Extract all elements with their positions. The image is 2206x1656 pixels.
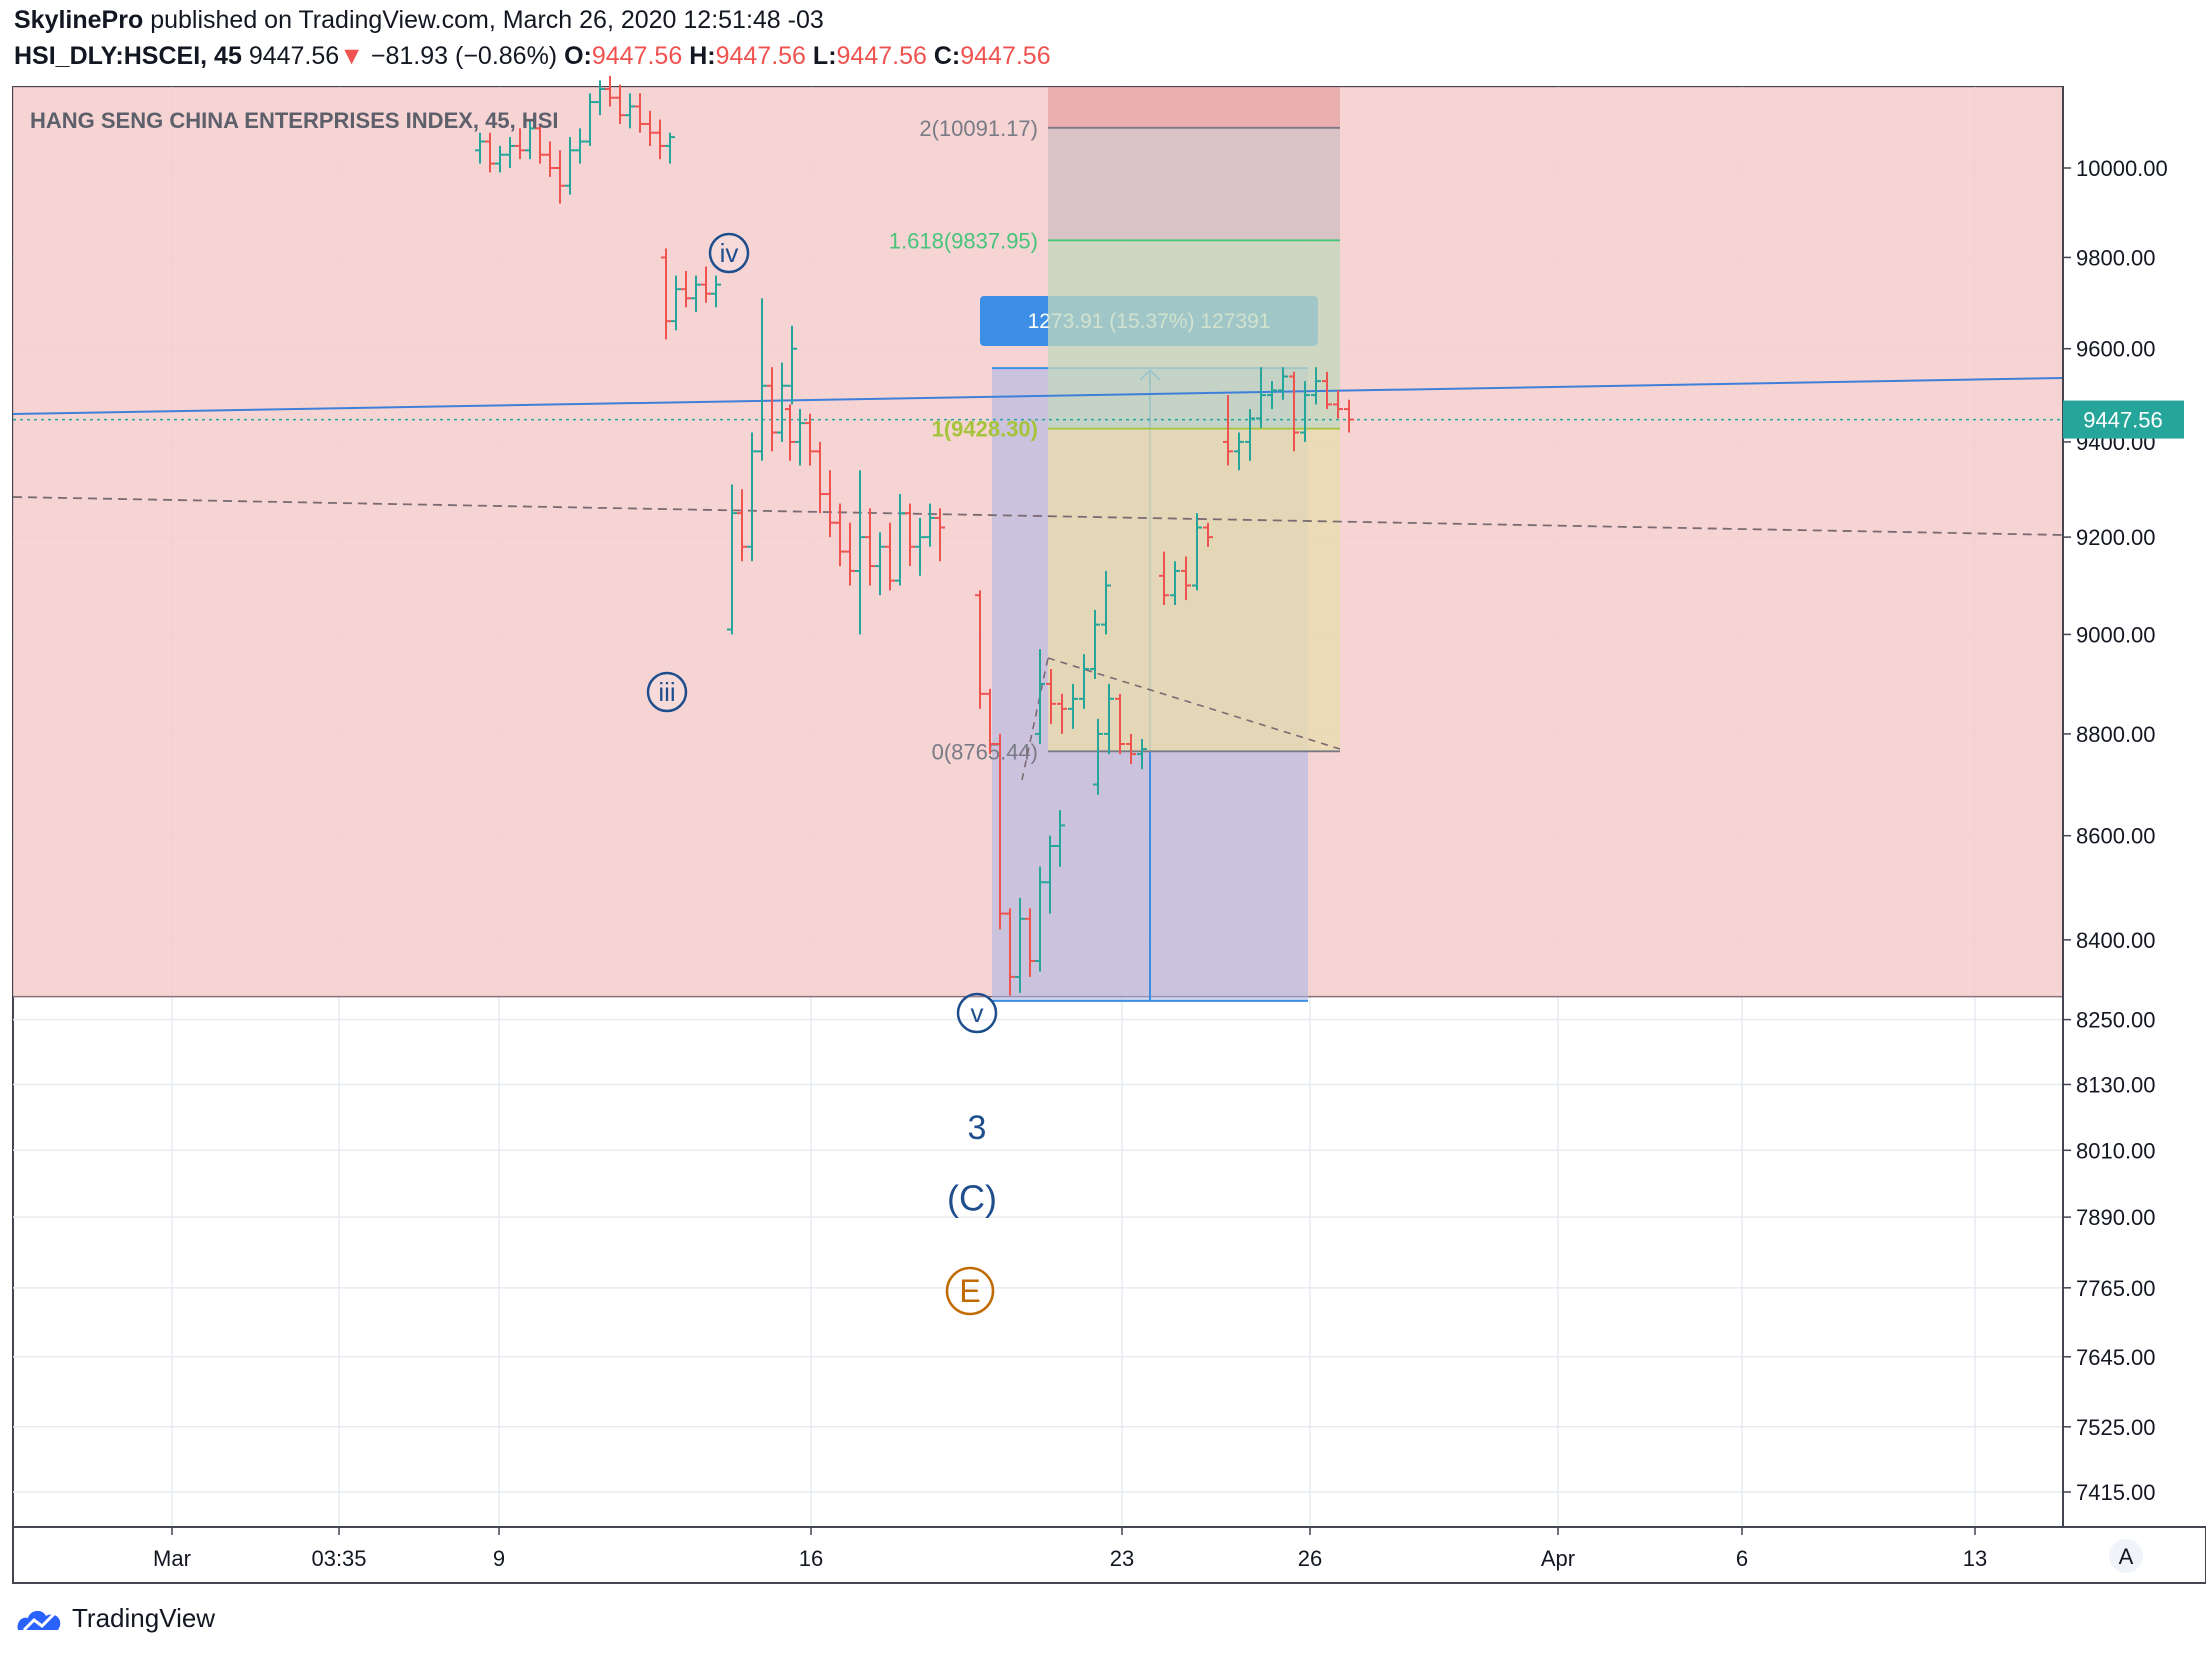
price-tick-label: 9600.00 [2076,337,2156,362]
time-axis: Mar 03:35 9 16 23 26 Apr 6 13 [153,1527,1987,1571]
high-label: H: [689,42,716,70]
wave-label-circle [646,671,688,713]
fib-zone-top [1048,87,1340,128]
symbol-info: HSI_DLY:HSCEI, 45 9447.56▼ −81.93 (−0.86… [14,42,1051,71]
brand-name: TradingView [72,1603,216,1633]
price-tick-label: 8400.00 [2076,928,2156,953]
open-value: 9447.56 [591,42,683,70]
last-price: 9447.56 [248,42,340,70]
price-axis: 10000.009800.009600.009400.009200.009000… [2063,156,2168,1505]
tradingview-logo-icon [17,1610,61,1631]
open-label: O: [564,42,592,70]
wave-label-circle [945,1266,995,1316]
symbol-name: HSI_DLY:HSCEI, 45 [14,42,242,70]
price-change: −81.93 (−0.86%) [370,42,558,70]
time-tick-label: 16 [799,1546,823,1571]
trend-lines[interactable] [12,377,2064,781]
change-arrow-icon: ▼ [339,42,364,70]
price-tick-label: 7765.00 [2076,1276,2156,1301]
fib-zone-1618 [1048,240,1340,429]
close-value: 9447.56 [960,42,1051,70]
high-value: 9447.56 [715,42,806,70]
chart-title: HANG SENG CHINA ENTERPRISES INDEX, 45, H… [30,108,559,133]
price-tick-label: 7525.00 [2076,1415,2156,1440]
wave-label: iv [720,238,739,268]
bottom-border [12,1526,2206,1584]
fib-extension[interactable]: 2(10091.17) 1.618(9837.95) 1(9428.30) 0(876… [889,87,1340,764]
price-tick-label: 8010.00 [2076,1138,2156,1163]
wave-label: iii [658,677,675,707]
price-tick-label: 9200.00 [2076,525,2156,550]
wave-labels: iv iii v 3 (C) E [646,232,998,1316]
close-label: C: [933,42,961,70]
price-tick-label: 8600.00 [2076,824,2156,849]
wave-label: (C) [947,1178,997,1219]
time-tick-label: 9 [493,1546,505,1571]
fib-zone-1 [1048,428,1340,752]
price-tick-label: 9800.00 [2076,245,2156,270]
wave-label-circle [956,992,998,1034]
low-label: L: [812,42,837,70]
price-axis-bg[interactable] [2063,87,2206,1527]
time-tick-label: Mar [153,1546,191,1571]
last-price-label: 9447.56 [2063,400,2184,439]
wave-label: E [959,1273,980,1309]
price-tick-label: 10000.00 [2076,156,2168,181]
price-tick-label: 8800.00 [2076,722,2156,747]
time-tick-label: 6 [1736,1546,1748,1571]
price-tick-label: 8250.00 [2076,1008,2156,1033]
time-axis-bg[interactable] [13,1527,2063,1581]
last-price-box [2063,400,2184,439]
fib-level-label: 1.618(9837.95) [889,228,1038,253]
time-tick-label: 13 [1963,1546,1987,1571]
wave-label: v [971,998,984,1028]
time-tick-label: Apr [1541,1546,1575,1571]
blue-trend-line [12,377,2064,415]
low-value: 9447.56 [836,42,927,70]
time-tick-label: 23 [1110,1546,1134,1571]
wave-label: 3 [968,1109,987,1147]
author-name: SkylinePro [14,6,144,34]
fib-zone-2 [1048,127,1340,241]
time-tick-label: 26 [1298,1546,1322,1571]
fib-level-label: 1(9428.30) [932,417,1038,442]
price-tick-label: 8130.00 [2076,1072,2156,1097]
fib-level-label: 0(8765.44) [932,739,1038,764]
auto-scale-label: A [2119,1544,2134,1569]
published-text: published on TradingView.com, March 26, … [150,6,824,34]
price-tick-label: 7415.00 [2076,1480,2156,1505]
time-tick-label: 03:35 [311,1546,366,1571]
price-tick-label: 7645.00 [2076,1345,2156,1370]
auto-scale-button[interactable] [2109,1539,2143,1573]
price-tick-label: 7890.00 [2076,1205,2156,1230]
fib-level-label: 2(10091.17) [919,116,1038,141]
tradingview-brand[interactable]: TradingView [14,1603,215,1634]
publish-info: SkylinePro published on TradingView.com,… [14,6,824,35]
wave-label-circle [708,232,750,274]
candles [475,75,1354,996]
price-tick-label: 9000.00 [2076,622,2156,647]
last-price-text: 9447.56 [2083,408,2163,433]
dashed-trend-line [12,496,2064,536]
